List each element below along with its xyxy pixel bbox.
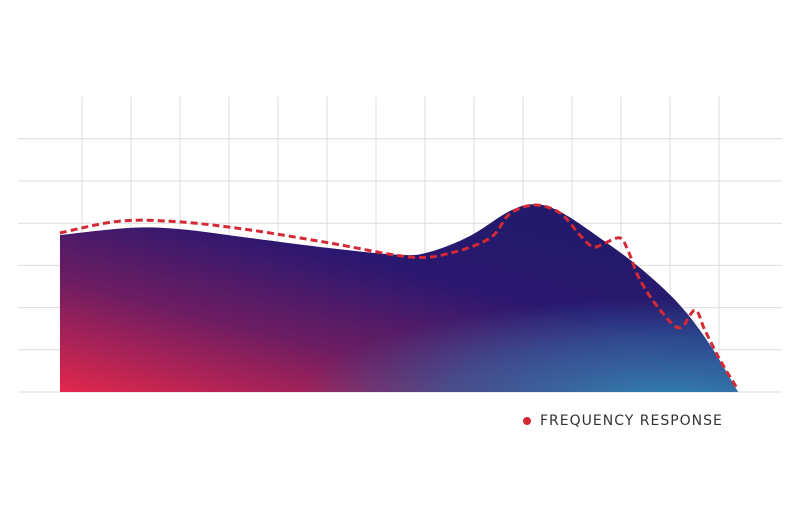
area-overlay — [59, 204, 739, 392]
legend-marker — [523, 417, 531, 425]
legend-label: FREQUENCY RESPONSE — [540, 413, 723, 429]
